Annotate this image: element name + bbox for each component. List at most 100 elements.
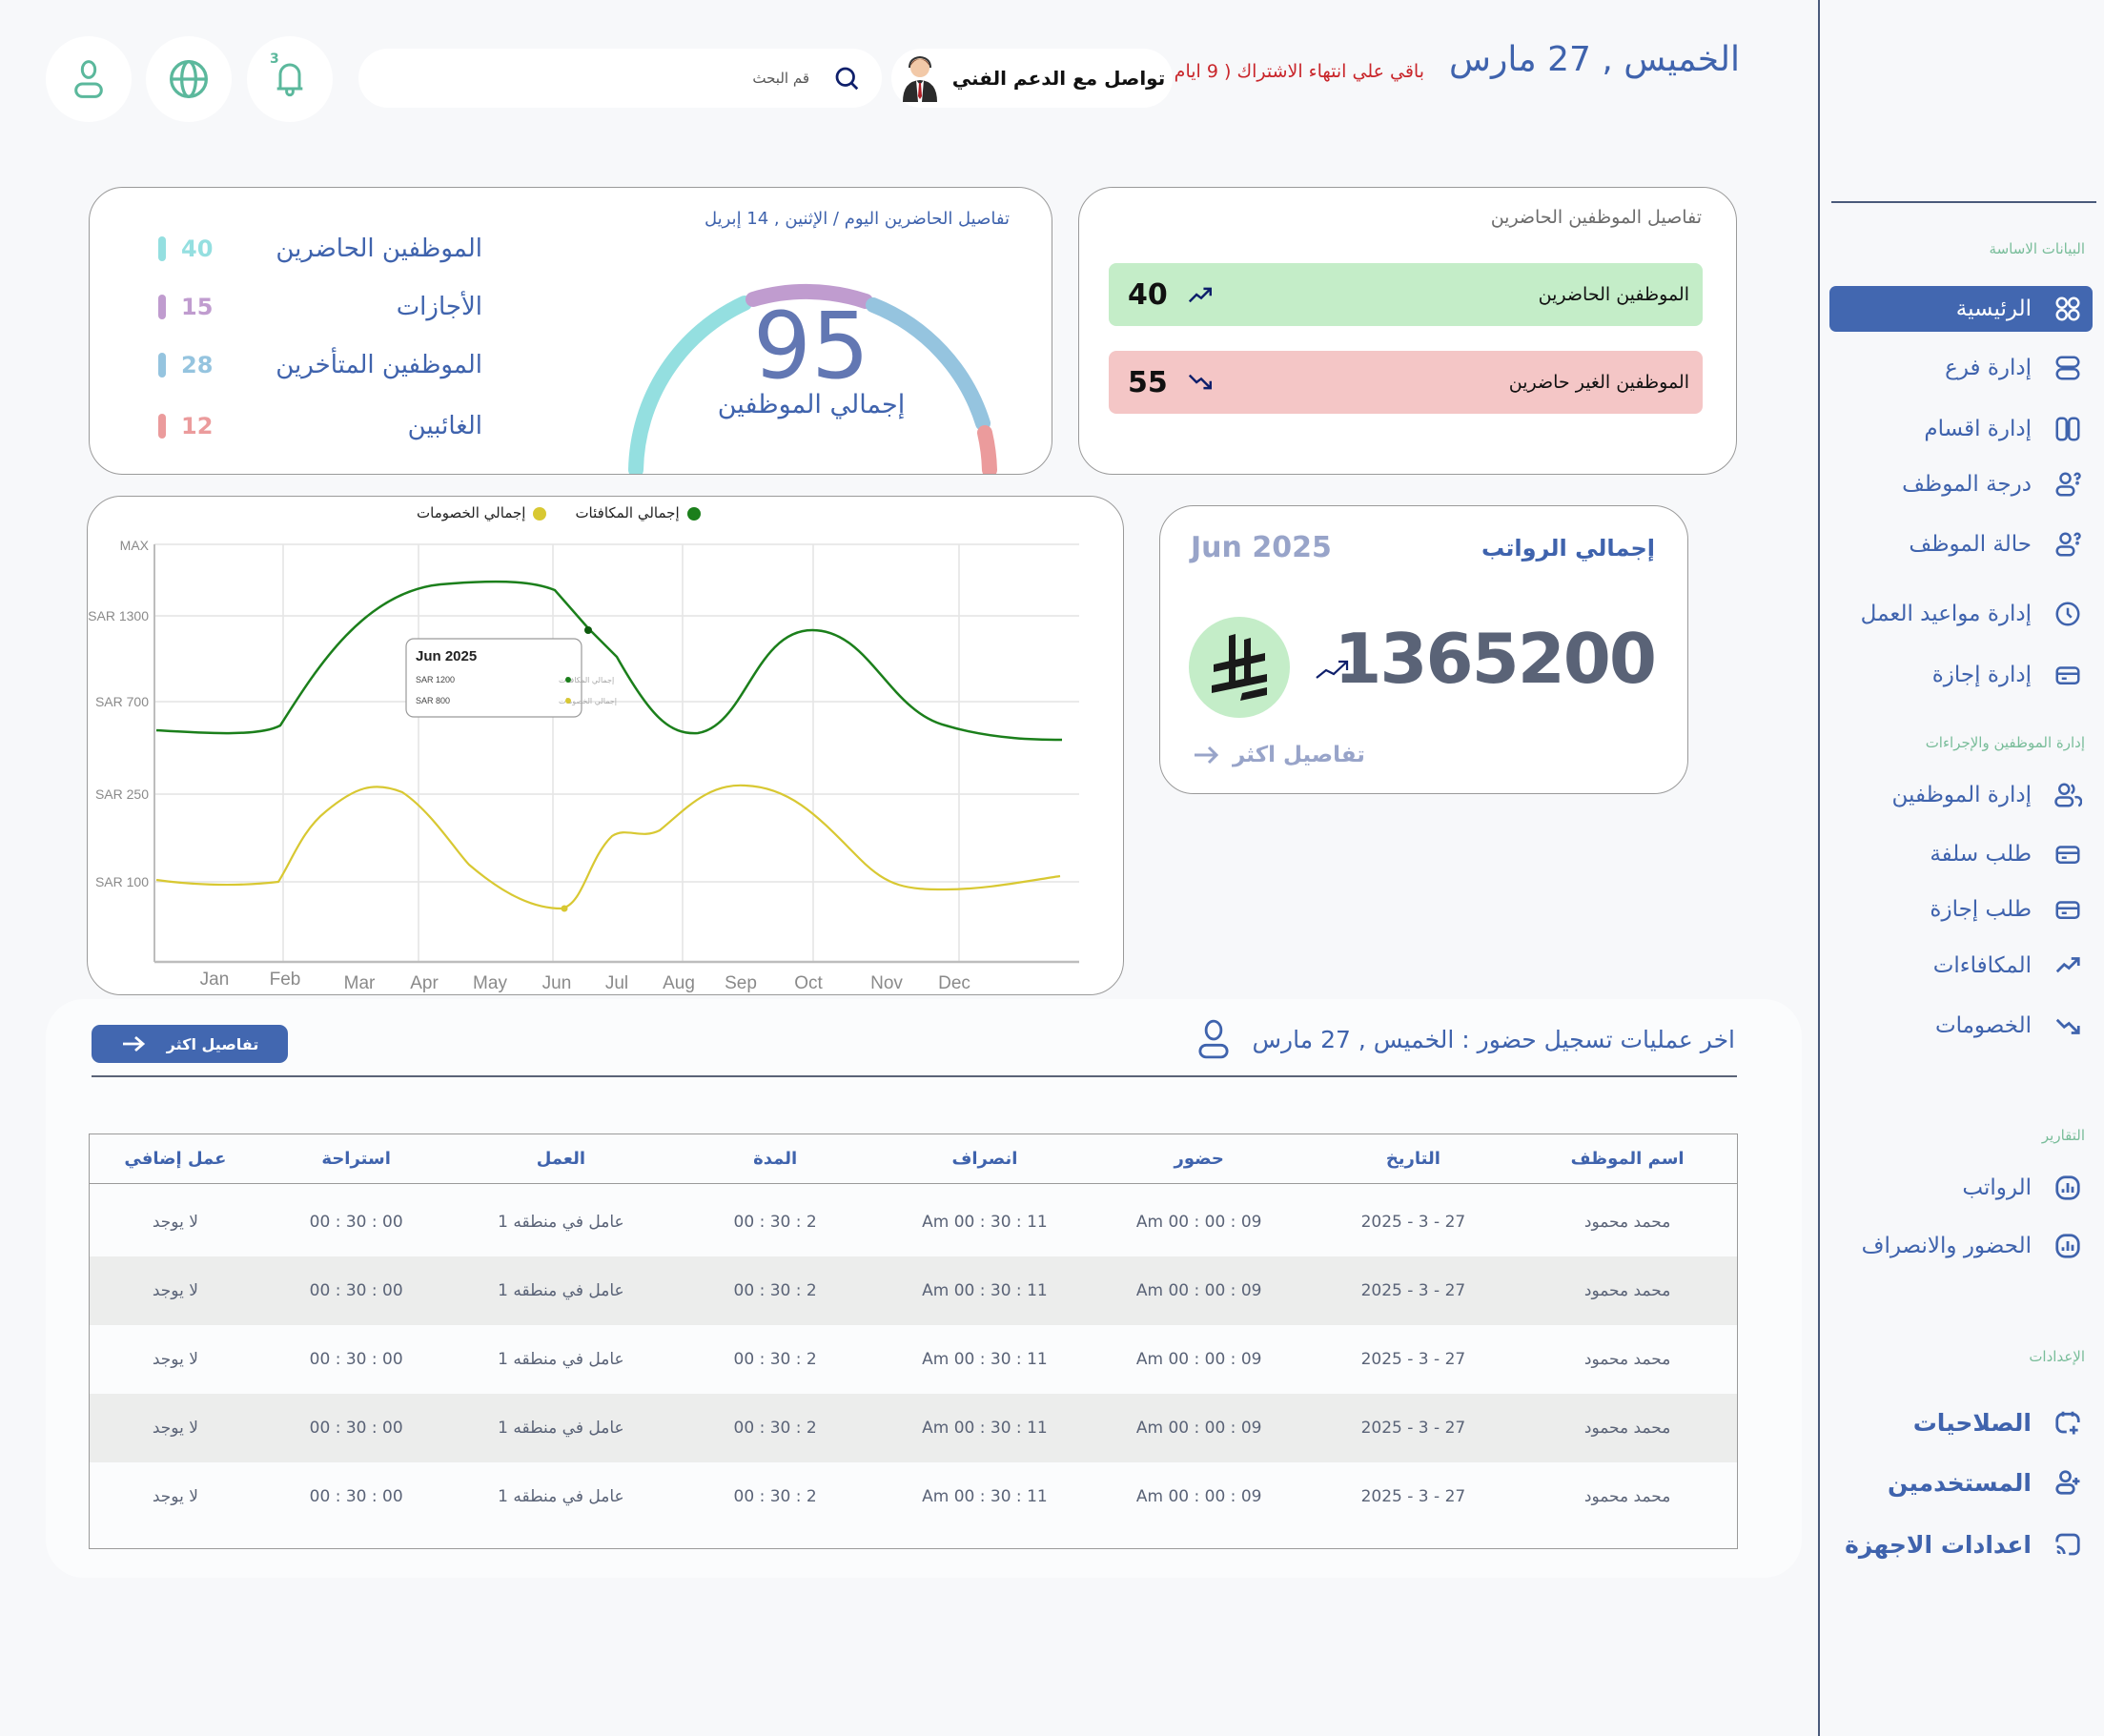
subscription-warning: باقي علي انتهاء الاشتراك ( 9 ايام )	[1161, 61, 1424, 82]
cell-duration: 2 : 30 : 00	[733, 1419, 817, 1438]
sidebar-section-settings: الإعدادات	[2029, 1348, 2085, 1365]
sidebar-item-label: طلب إجازة	[1930, 897, 2032, 922]
cell-check-in: 09 : 00 : 00 Am	[1135, 1419, 1262, 1438]
sidebar-item-label: درجة الموظف	[1902, 472, 2032, 497]
sidebar-item-rewards[interactable]: المكافاءات	[1933, 943, 2093, 989]
bell-icon	[276, 63, 303, 97]
sidebar-item-work-schedules[interactable]: إدارة مواعيد العمل	[1861, 591, 2093, 637]
sidebar-item-leave-management[interactable]: إدارة إجازة	[1932, 652, 2093, 698]
column-header[interactable]: العمل	[536, 1149, 586, 1169]
cell-date: 27 - 3 - 2025	[1360, 1419, 1466, 1438]
cell-check-out: 11 : 30 : 00 Am	[922, 1213, 1048, 1232]
attendance-more-button[interactable]: تفاصيل اكثر	[92, 1025, 288, 1063]
sidebar-item-home[interactable]: الرئيسية	[1829, 286, 2093, 332]
sidebar-item-employee-status[interactable]: حالة الموظف	[1909, 521, 2093, 567]
table-row[interactable]: محمد محمود 27 - 3 - 2025 09 : 00 : 00 Am…	[90, 1325, 1737, 1394]
table-row[interactable]: محمد محمود 27 - 3 - 2025 09 : 00 : 00 Am…	[90, 1394, 1737, 1462]
sidebar-item-label: إدارة الموظفين	[1891, 783, 2032, 807]
column-header[interactable]: حضور	[1174, 1149, 1224, 1169]
attendance-details-card: تفاصيل الموظفين الحاضرين 40 الموظفين الح…	[1078, 187, 1737, 475]
legend-leaves: 15 الأجازات	[158, 288, 482, 326]
cell-duration: 2 : 30 : 00	[733, 1213, 817, 1232]
language-button[interactable]	[146, 36, 232, 122]
profile-button[interactable]	[46, 36, 132, 122]
absent-employees-row[interactable]: 55 الموظفين الغير حاضرين	[1109, 351, 1703, 414]
legend-label: إجمالي المكافئات	[575, 504, 680, 521]
cell-overtime: لا يوجد	[152, 1419, 198, 1438]
legend-value: 28	[181, 352, 214, 378]
absent-count: 55	[1128, 365, 1168, 399]
cell-overtime: لا يوجد	[152, 1281, 198, 1300]
column-header[interactable]: المدة	[753, 1149, 798, 1169]
salaries-more-link[interactable]: تفاصيل اكثر	[1193, 743, 1365, 767]
present-employees-row[interactable]: 40 الموظفين الحاضرين	[1109, 263, 1703, 326]
chart-icon	[2053, 1231, 2083, 1261]
user-question-icon	[2053, 529, 2083, 560]
legend-color-bar	[158, 295, 166, 319]
cell-date: 27 - 3 - 2025	[1360, 1487, 1466, 1506]
section-divider	[92, 1075, 1737, 1077]
sidebar-item-users[interactable]: المستخدمين	[1888, 1460, 2093, 1505]
cell-check-in: 09 : 00 : 00 Am	[1135, 1281, 1262, 1300]
attendance-gauge	[628, 283, 997, 474]
sidebar-item-label: اعدادات الاجهزة	[1845, 1530, 2032, 1559]
deductions-series-line	[155, 784, 1061, 910]
sidebar-item-attendance-report[interactable]: الحضور والانصراف	[1862, 1223, 2093, 1269]
search-icon[interactable]	[832, 64, 861, 92]
cell-duration: 2 : 30 : 00	[733, 1281, 817, 1300]
table-row[interactable]: محمد محمود 27 - 3 - 2025 09 : 00 : 00 Am…	[90, 1256, 1737, 1325]
notifications-button[interactable]: 3	[247, 36, 333, 122]
svg-text:Apr: Apr	[410, 973, 439, 993]
svg-text:Jan: Jan	[200, 970, 230, 990]
cast-icon	[2053, 1529, 2083, 1560]
sidebar-item-device-settings[interactable]: اعدادات الاجهزة	[1845, 1522, 2093, 1567]
sidebar-item-label: إدارة فرع	[1945, 356, 2032, 380]
cell-duration: 2 : 30 : 00	[733, 1487, 817, 1506]
column-header[interactable]: التاريخ	[1385, 1149, 1440, 1169]
sidebar-item-label: الخصومات	[1934, 1013, 2032, 1038]
sidebar-section-employees: إدارة الموظفين والإجراءات	[1925, 734, 2085, 751]
column-header[interactable]: عمل إضافي	[124, 1149, 227, 1169]
svg-text:Jul: Jul	[605, 973, 628, 993]
search-input[interactable]	[379, 70, 809, 87]
legend-rewards[interactable]: إجمالي المكافئات	[575, 504, 701, 521]
table-row[interactable]: محمد محمود 27 - 3 - 2025 09 : 00 : 00 Am…	[90, 1462, 1737, 1531]
total-employees-value: 95	[752, 293, 870, 399]
sidebar-item-leave-request[interactable]: طلب إجازة	[1930, 887, 2093, 932]
legend-label: الأجازات	[396, 293, 482, 321]
svg-text:Oct: Oct	[794, 973, 823, 993]
rewards-deductions-chart-card: إجمالي المكافئات إجمالي الخصومات MAX SAR…	[87, 496, 1124, 995]
legend-present: 40 الموظفين الحاضرين	[158, 230, 482, 268]
sidebar-item-permissions[interactable]: الصلاحيات	[1913, 1399, 2093, 1445]
column-header[interactable]: انصراف	[951, 1149, 1018, 1169]
svg-text:Jun 2025: Jun 2025	[416, 648, 477, 664]
sidebar-item-branches[interactable]: إدارة فرع	[1945, 345, 2093, 391]
sidebar: البيانات الاساسة إدارة الموظفين والإجراء…	[1818, 0, 2104, 1736]
column-header[interactable]: استراحة	[321, 1149, 391, 1169]
column-header[interactable]: اسم الموظف	[1570, 1149, 1685, 1169]
globe-icon	[170, 60, 208, 98]
svg-text:Dec: Dec	[938, 973, 970, 993]
table-row[interactable]: محمد محمود 27 - 3 - 2025 09 : 00 : 00 Am…	[90, 1188, 1737, 1256]
legend-deductions[interactable]: إجمالي الخصومات	[417, 504, 547, 521]
sidebar-item-advance-request[interactable]: طلب سلفة	[1930, 831, 2093, 877]
cell-work: عامل في منطقه 1	[498, 1419, 624, 1438]
sidebar-item-salaries-report[interactable]: الرواتب	[1962, 1165, 2093, 1211]
sidebar-item-employee-grade[interactable]: درجة الموظف	[1902, 461, 2093, 507]
svg-text:SAR 100: SAR 100	[95, 874, 149, 889]
svg-text:SAR 700: SAR 700	[95, 694, 149, 709]
cell-date: 27 - 3 - 2025	[1360, 1281, 1466, 1300]
search-box[interactable]	[358, 49, 882, 108]
svg-text:Jun: Jun	[542, 973, 572, 993]
sidebar-item-employees[interactable]: إدارة الموظفين	[1892, 772, 2093, 818]
recent-attendance-heading: اخر عمليات تسجيل حضور : الخميس , 27 مارس	[1195, 1018, 1735, 1060]
sidebar-item-departments[interactable]: إدارة اقسام	[1924, 406, 2093, 452]
legend-color-bar	[158, 236, 166, 261]
support-button[interactable]: تواصل مع الدعم الفني	[891, 49, 1173, 108]
sidebar-divider	[1831, 201, 2096, 203]
chart-icon	[2053, 1173, 2083, 1203]
sidebar-item-deductions[interactable]: الخصومات	[1935, 1003, 2093, 1049]
cell-work: عامل في منطقه 1	[498, 1487, 624, 1506]
cell-employee-name: محمد محمود	[1583, 1281, 1671, 1300]
attendance-more-label: تفاصيل اكثر	[166, 1034, 259, 1053]
